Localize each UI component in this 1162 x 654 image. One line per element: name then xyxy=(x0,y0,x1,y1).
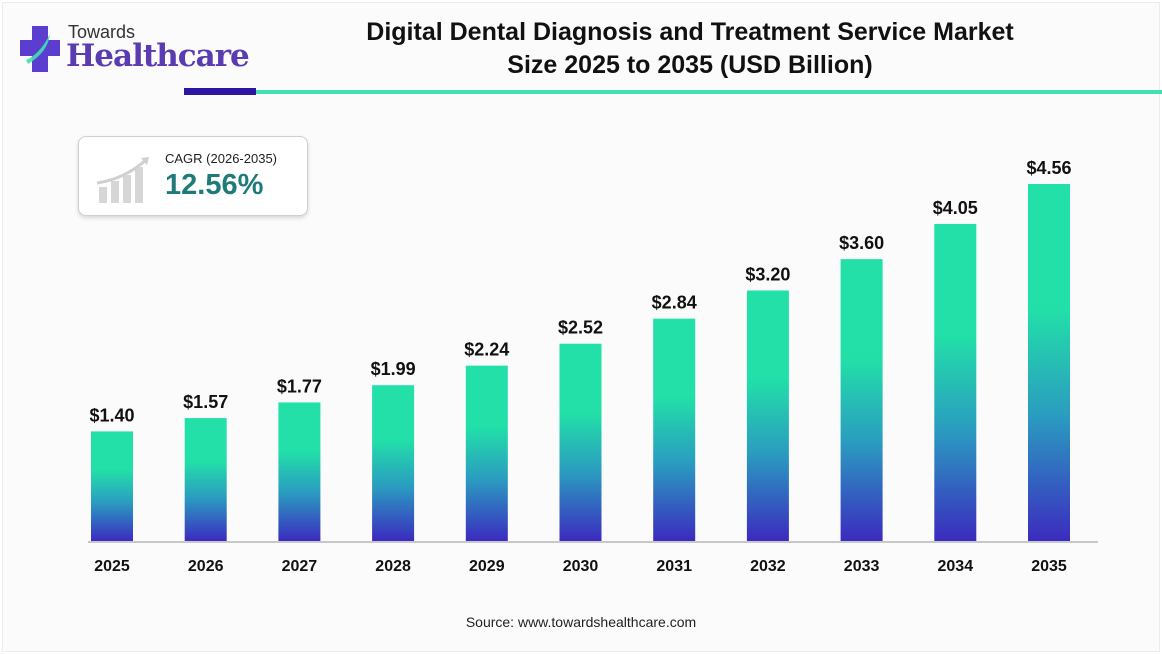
bar-2031 xyxy=(653,318,696,541)
data-label-2027: $1.77 xyxy=(277,376,322,396)
bar-2025 xyxy=(91,431,133,541)
bar-2030 xyxy=(559,343,602,541)
data-label-2033: $3.60 xyxy=(839,233,884,253)
x-tick-label-2030: 2030 xyxy=(563,558,599,575)
cagr-value: 12.56% xyxy=(165,169,264,201)
bar-2034 xyxy=(934,223,977,542)
bar-2032 xyxy=(746,290,789,541)
x-tick-label-2026: 2026 xyxy=(188,558,224,575)
x-tick-label-2035: 2035 xyxy=(1031,558,1067,575)
chart-title: Digital Dental Diagnosis and Treatment S… xyxy=(270,16,1110,82)
x-tick-label-2031: 2031 xyxy=(656,558,692,575)
x-tick-label-2027: 2027 xyxy=(282,558,318,575)
data-label-2028: $1.99 xyxy=(371,359,416,379)
bar-2035 xyxy=(1028,184,1070,541)
medical-cross-icon xyxy=(20,26,60,72)
data-label-2029: $2.24 xyxy=(464,340,509,360)
data-label-2032: $3.20 xyxy=(745,264,790,284)
chart-title-line2: Size 2025 to 2035 (USD Billion) xyxy=(507,51,873,79)
data-label-2025: $1.40 xyxy=(89,405,134,425)
x-tick-label-2028: 2028 xyxy=(375,558,411,575)
title-underline-dark xyxy=(184,88,256,95)
cagr-box: CAGR (2026-2035) 12.56% xyxy=(78,136,308,216)
bar-2033 xyxy=(840,259,883,541)
title-underline-teal xyxy=(256,90,1162,94)
source-note: Source: www.towardshealthcare.com xyxy=(465,614,697,630)
x-tick-label-2025: 2025 xyxy=(94,558,130,575)
brand-name-line1: Towards xyxy=(68,22,136,42)
data-label-2030: $2.52 xyxy=(558,318,603,338)
brand-logo: Towards Healthcare xyxy=(18,20,250,80)
x-tick-label-2033: 2033 xyxy=(844,558,880,575)
bar-2026 xyxy=(184,418,227,541)
x-tick-label-2029: 2029 xyxy=(469,558,505,575)
bar-2028 xyxy=(372,385,415,541)
cagr-label: CAGR (2026-2035) xyxy=(165,151,277,166)
bar-2027 xyxy=(278,402,321,541)
data-label-2034: $4.05 xyxy=(933,198,978,218)
brand-name-line2: Healthcare xyxy=(66,38,250,74)
bar-2029 xyxy=(465,365,508,541)
x-tick-label-2032: 2032 xyxy=(750,558,786,575)
x-tick-label-2034: 2034 xyxy=(938,558,974,575)
data-label-2035: $4.56 xyxy=(1026,158,1071,178)
chart-title-line1: Digital Dental Diagnosis and Treatment S… xyxy=(366,18,1014,46)
data-label-2031: $2.84 xyxy=(652,293,697,313)
data-label-2026: $1.57 xyxy=(183,392,228,412)
growth-chart-icon xyxy=(96,157,149,203)
